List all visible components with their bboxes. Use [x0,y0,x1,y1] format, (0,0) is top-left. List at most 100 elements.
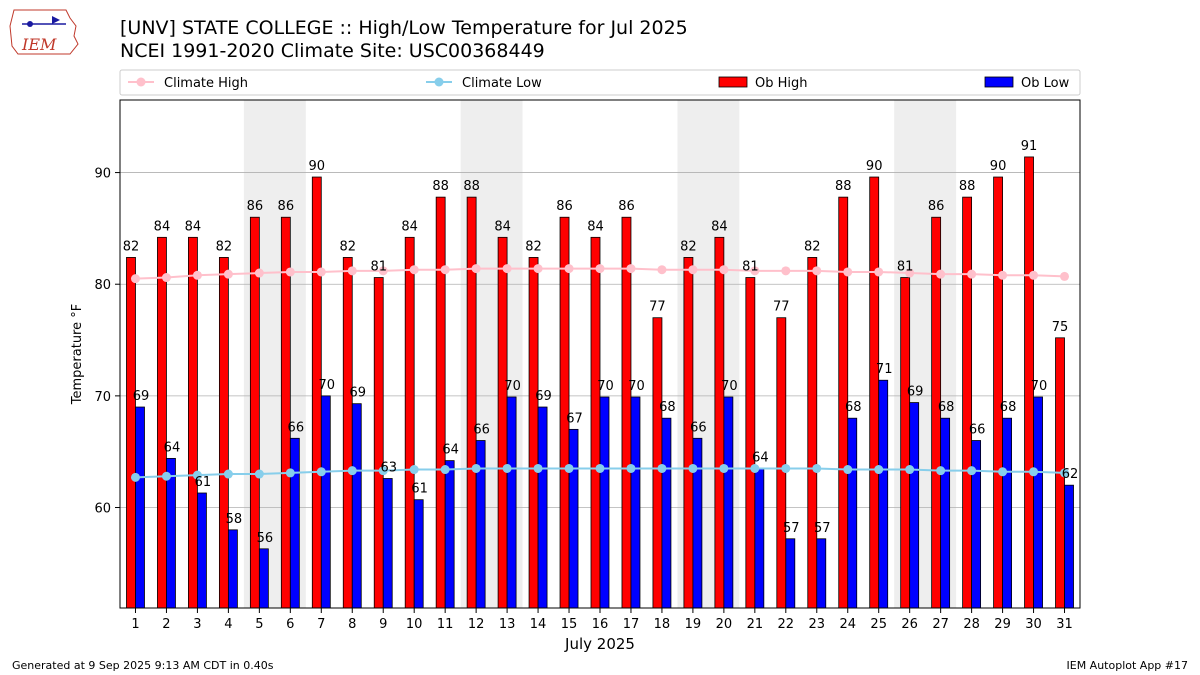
ob-high-label-5: 86 [247,199,264,214]
ob-low-label-23: 57 [814,521,831,536]
x-tick-label-10: 10 [406,617,423,632]
climate-low-point-17 [626,463,636,473]
climate-high-point-23 [812,266,822,276]
climate-high-point-19 [688,265,698,275]
ob-high-label-31: 75 [1052,320,1069,335]
climate-low-point-22 [781,463,791,473]
ob-low-label-29: 68 [1000,400,1017,415]
ob-low-bar-9 [382,478,393,609]
ob-low-label-14: 69 [535,389,552,404]
x-tick-label-8: 8 [348,617,356,632]
ob-high-bar-3 [188,236,198,609]
climate-high-point-13 [502,264,512,274]
climate-high-point-21 [750,266,760,276]
climate-lines [130,264,1070,482]
x-tick-label-31: 31 [1056,617,1073,632]
ob-high-label-7: 90 [309,159,326,174]
x-tick-label-19: 19 [685,617,702,632]
ob-low-bar-23 [816,538,827,609]
ob-low-label-16: 70 [597,379,614,394]
climate-low-point-18 [657,463,667,473]
ob-low-bar-28 [971,440,982,609]
climate-high-point-28 [967,269,977,279]
climate-high-point-2 [161,273,171,283]
ob-high-bar-4 [218,257,229,609]
ob-high-label-22: 77 [773,300,790,315]
ob-low-label-13: 70 [504,379,521,394]
x-tick-label-25: 25 [870,617,887,632]
ob-low-bar-13 [506,396,517,609]
y-tick-label-90: 90 [94,167,111,182]
climate-low-point-1 [130,472,140,482]
ob-low-label-22: 57 [783,521,800,536]
ob-low-bar-21 [754,468,765,609]
ob-low-label-9: 63 [380,460,397,475]
y-tick-label-80: 80 [94,278,111,293]
climate-low-point-7 [316,467,326,477]
climate-low-point-31 [1060,468,1070,478]
ob-high-bar-17 [621,216,632,609]
climate-low-point-27 [936,466,946,476]
climate-high-point-10 [409,265,419,275]
climate-high-point-3 [192,270,202,280]
x-tick-label-3: 3 [193,617,201,632]
ob-high-label-13: 84 [494,219,511,234]
ob-high-label-30: 91 [1021,139,1038,154]
x-tick-label-2: 2 [162,617,170,632]
climate-high-point-17 [626,264,636,274]
climate-low-point-15 [564,463,574,473]
climate-low-point-6 [285,468,295,478]
ob-low-bar-22 [785,538,796,609]
ob-low-label-24: 68 [845,400,862,415]
climate-high-point-27 [936,269,946,279]
ob-high-bar-28 [962,196,973,609]
legend-climate-high-label: Climate High [164,76,248,91]
climate-high-point-30 [1029,270,1039,280]
ob-high-label-11: 88 [432,179,449,194]
x-tick-label-30: 30 [1025,617,1042,632]
ob-low-bar-24 [847,417,858,609]
climate-low-point-12 [471,463,481,473]
ob-high-label-9: 81 [370,260,387,275]
ob-low-label-8: 69 [349,386,366,401]
ob-low-label-31: 62 [1062,467,1079,482]
ob-high-label-3: 84 [185,219,202,234]
climate-high-point-7 [316,267,326,277]
ob-high-label-28: 88 [959,179,976,194]
x-tick-label-21: 21 [747,617,764,632]
y-axis-label: Temperature °F [70,304,85,405]
x-tick-label-5: 5 [255,617,263,632]
legend-climate-low-label: Climate Low [462,76,542,91]
climate-high-point-20 [719,265,729,275]
ob-low-label-6: 66 [288,420,305,435]
ob-low-bar-10 [413,499,424,609]
x-tick-label-4: 4 [224,617,232,632]
ob-low-bar-17 [630,396,641,609]
climate-low-point-16 [595,463,605,473]
x-tick-label-26: 26 [901,617,918,632]
ob-low-bar-7 [320,395,331,609]
ob-high-label-27: 86 [928,199,945,214]
ob-low-label-26: 69 [907,385,924,400]
ob-low-label-27: 68 [938,400,955,415]
ob-high-label-6: 86 [278,199,295,214]
ob-low-label-10: 61 [411,482,428,497]
ob-high-label-18: 77 [649,300,666,315]
x-tick-label-23: 23 [809,617,826,632]
x-tick-label-27: 27 [932,617,949,632]
ob-high-label-15: 86 [556,199,573,214]
ob-low-label-4: 58 [226,512,243,527]
ob-high-bar-8 [342,257,353,609]
ob-low-bar-29 [1002,417,1012,609]
ob-low-bar-18 [661,417,672,609]
legend-climate-low-marker [434,77,444,87]
climate-low-point-9 [378,466,388,476]
ob-low-label-11: 64 [442,443,459,458]
ob-high-label-10: 84 [401,219,418,234]
legend-box [119,69,1081,96]
ob-low-bar-11 [444,460,455,609]
ob-high-bar-29 [993,176,1003,609]
ob-high-label-19: 82 [680,239,697,254]
legend-ob-low-label: Ob Low [1021,76,1070,91]
ob-high-bar-11 [435,196,446,609]
